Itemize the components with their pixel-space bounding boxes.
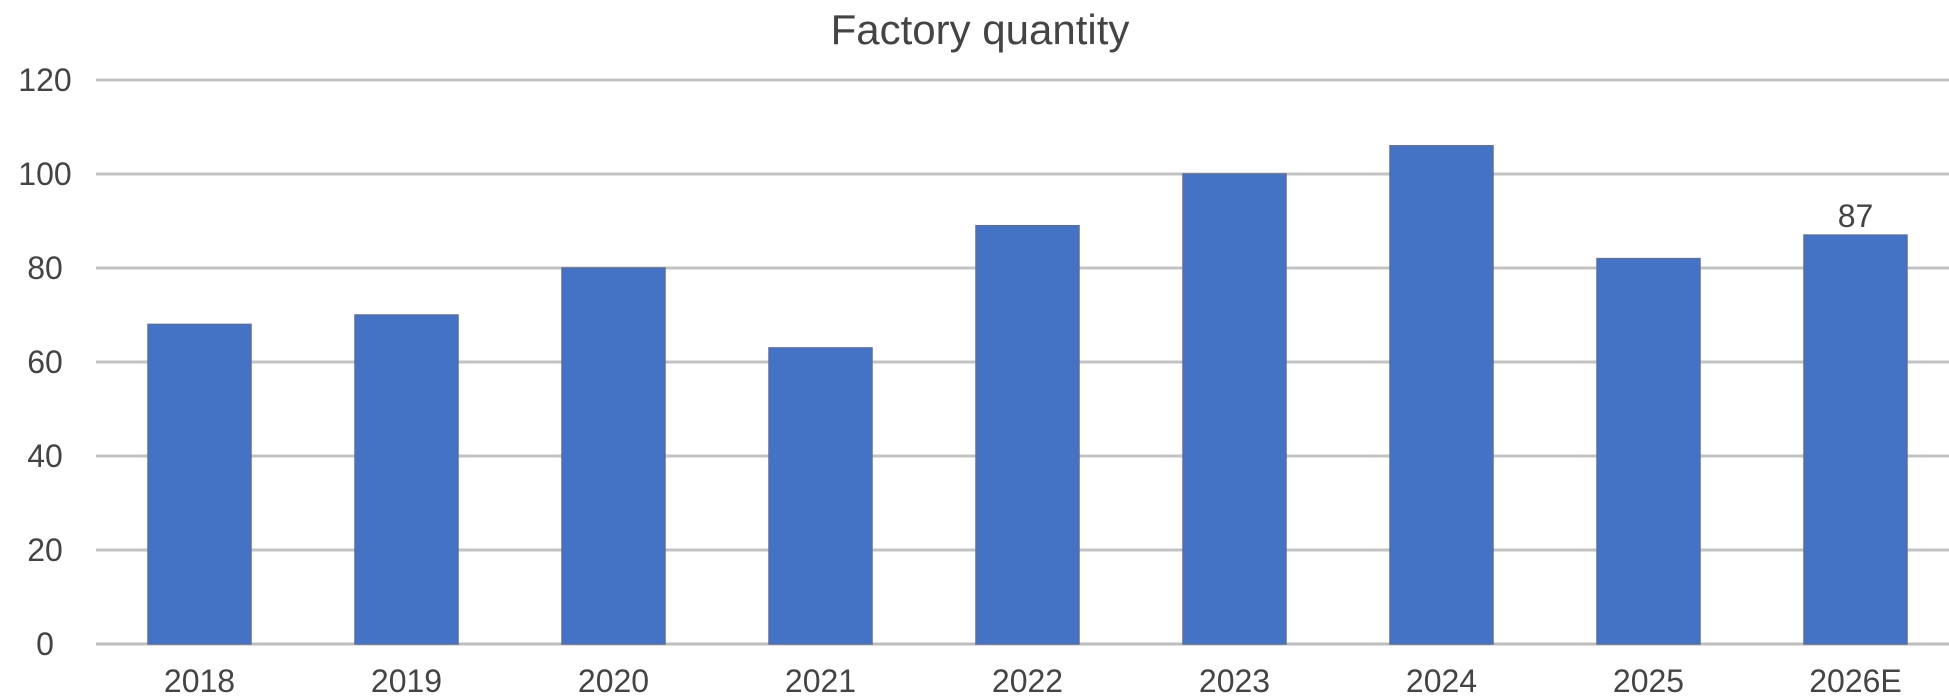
y-tick-label: 120 — [18, 62, 71, 98]
x-tick-label: 2025 — [1613, 663, 1684, 696]
bar-2020 — [561, 267, 666, 645]
bar-2021 — [768, 347, 873, 645]
y-tick-label: 60 — [27, 344, 63, 380]
bar-2022 — [975, 224, 1080, 645]
x-tick-label: 2019 — [371, 663, 442, 696]
y-tick-label: 20 — [27, 532, 63, 568]
bar-2019 — [354, 314, 459, 645]
y-tick-label: 0 — [36, 626, 54, 662]
y-tick-label: 80 — [27, 250, 63, 286]
x-tick-label: 2024 — [1406, 663, 1477, 696]
data-label: 87 — [1838, 198, 1874, 234]
chart-title: Factory quantity — [831, 6, 1130, 53]
x-tick-label: 2021 — [785, 663, 856, 696]
x-tick-label: 2022 — [992, 663, 1063, 696]
x-tick-label: 2018 — [164, 663, 235, 696]
bar-2018 — [147, 323, 252, 645]
data-labels: 87 — [1838, 198, 1874, 234]
x-tick-label: 2026E — [1809, 663, 1902, 696]
bar-2023 — [1182, 173, 1287, 645]
bars — [147, 145, 1908, 645]
x-tick-label: 2020 — [578, 663, 649, 696]
x-tick-label: 2023 — [1199, 663, 1270, 696]
bar-2024 — [1389, 145, 1494, 645]
y-axis-tick-labels: 0 20 40 60 80 100 120 — [18, 62, 71, 662]
bar-2025 — [1596, 257, 1701, 645]
y-tick-label: 40 — [27, 438, 63, 474]
bar-2026E — [1803, 234, 1908, 645]
x-axis-tick-labels: 2018 2019 2020 2021 2022 2023 2024 2025 2026E — [164, 663, 1902, 696]
y-tick-label: 100 — [18, 156, 71, 192]
